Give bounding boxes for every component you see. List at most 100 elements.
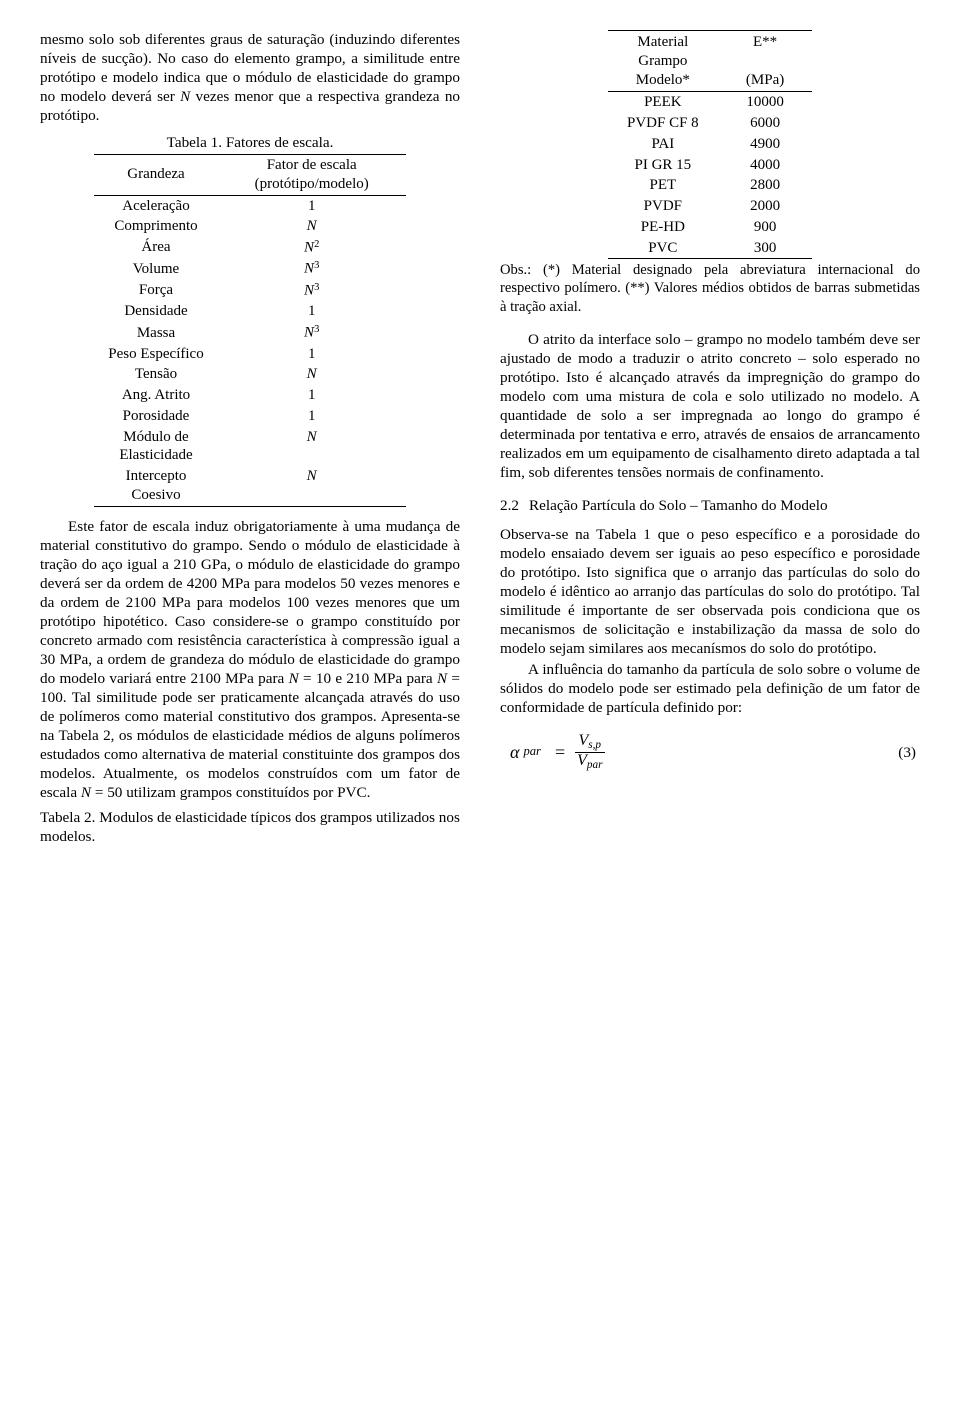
table-row: ÁreaN2 <box>94 237 405 258</box>
cell: Tensão <box>94 364 217 385</box>
table-row: PVC300 <box>608 238 813 259</box>
var: N <box>304 261 314 277</box>
cell: Peso Específico <box>94 344 217 365</box>
t: Elasticidade <box>119 447 192 463</box>
cell: Ang. Atrito <box>94 385 217 406</box>
cell: Densidade <box>94 301 217 322</box>
frac-num: Vs,p <box>575 733 606 753</box>
table-row: ComprimentoN <box>94 216 405 237</box>
table-row: Densidade1 <box>94 301 405 322</box>
table-row: MassaN3 <box>94 322 405 343</box>
body-text: Este fator de escala induz obrigatoriame… <box>40 518 460 687</box>
table-row: Intercepto Coesivo N <box>94 466 405 506</box>
body-text: e 210 MPa para <box>335 670 437 687</box>
table-row: PE-HD900 <box>608 217 813 238</box>
paragraph-body: Observa-se na Tabela 1 que o peso especí… <box>500 525 920 658</box>
v: V <box>577 752 587 769</box>
var-N: N <box>437 670 447 687</box>
cell: 300 <box>718 238 812 259</box>
table-header: Grandeza <box>94 155 217 196</box>
v: V <box>579 732 589 749</box>
cell: Intercepto Coesivo <box>94 466 217 506</box>
table2-caption: Tabela 2. Modulos de elasticidade típico… <box>40 808 460 846</box>
cell: 1 <box>218 406 406 427</box>
var: N <box>304 325 314 341</box>
cell: N3 <box>218 322 406 343</box>
table-2: Material Grampo Modelo* E** (MPa) PEEK10… <box>608 30 813 259</box>
table-row: VolumeN3 <box>94 258 405 279</box>
section-number: 2.2 <box>500 496 519 515</box>
table-header-row: Material Grampo Modelo* E** (MPa) <box>608 31 813 92</box>
cell: 1 <box>218 195 406 216</box>
sub: par <box>587 758 603 770</box>
cell: PVDF <box>608 196 718 217</box>
exp: 3 <box>314 260 319 271</box>
two-column-layout: mesmo solo sob diferentes graus de satur… <box>40 30 920 846</box>
body-text: utilizam grampos constituídos por PVC. <box>126 784 370 801</box>
paragraph-body: O atrito da interface solo – grampo no m… <box>500 330 920 482</box>
cell: N <box>218 216 406 237</box>
table-header: Fator de escala (protótipo/modelo) <box>218 155 406 196</box>
table-row: PVDF CF 86000 <box>608 113 813 134</box>
exp: 2 <box>314 239 319 250</box>
table-header: Material Grampo Modelo* <box>608 31 718 92</box>
eq-text: = 50 <box>91 784 126 801</box>
fraction: Vs,p Vpar <box>573 733 606 771</box>
t: Intercepto <box>126 468 187 484</box>
cell: N <box>218 364 406 385</box>
left-column: mesmo solo sob diferentes graus de satur… <box>40 30 460 846</box>
t: Grampo <box>638 53 687 69</box>
cell: 1 <box>218 385 406 406</box>
cell: PI GR 15 <box>608 155 718 176</box>
cell: PEEK <box>608 92 718 113</box>
cell: 900 <box>718 217 812 238</box>
var-N: N <box>81 784 91 801</box>
exp: 3 <box>314 282 319 293</box>
cell: Volume <box>94 258 217 279</box>
paragraph-intro: mesmo solo sob diferentes graus de satur… <box>40 30 460 125</box>
cell: Área <box>94 237 217 258</box>
t: Coesivo <box>131 487 180 503</box>
cell: Comprimento <box>94 216 217 237</box>
cell: N3 <box>218 258 406 279</box>
frac-den: Vpar <box>573 753 606 772</box>
cell: N2 <box>218 237 406 258</box>
cell: N <box>218 466 406 506</box>
cell: 1 <box>218 301 406 322</box>
cell: 4000 <box>718 155 812 176</box>
cell: 10000 <box>718 92 812 113</box>
table-row: PI GR 154000 <box>608 155 813 176</box>
cell: Força <box>94 280 217 301</box>
sub: s,p <box>588 739 601 751</box>
cell: 4900 <box>718 134 812 155</box>
table-row: Peso Específico1 <box>94 344 405 365</box>
cell: Módulo deElasticidade <box>94 427 217 467</box>
cell: Massa <box>94 322 217 343</box>
cell: N <box>218 427 406 467</box>
equation-number: (3) <box>898 743 920 762</box>
t: Material <box>637 34 688 50</box>
equation-row: αpar = Vs,p Vpar (3) <box>500 733 920 771</box>
var: N <box>304 240 314 256</box>
var-N: N <box>289 670 299 687</box>
cell: N3 <box>218 280 406 301</box>
table-row: Módulo deElasticidadeN <box>94 427 405 467</box>
t: E** <box>753 34 777 50</box>
t: (MPa) <box>746 72 784 88</box>
table-row: PAI4900 <box>608 134 813 155</box>
cell: Porosidade <box>94 406 217 427</box>
table-row: TensãoN <box>94 364 405 385</box>
exp: 3 <box>314 324 319 335</box>
section-title: Relação Partícula do Solo – Tamanho do M… <box>529 496 920 515</box>
eq-text: = 10 <box>299 670 336 687</box>
table-row: PEEK10000 <box>608 92 813 113</box>
table-row: PET2800 <box>608 175 813 196</box>
paragraph-body: Este fator de escala induz obrigatoriame… <box>40 517 460 802</box>
table2-footnote: Obs.: (*) Material designado pela abrevi… <box>500 261 920 316</box>
table-row: ForçaN3 <box>94 280 405 301</box>
t: Modelo* <box>636 72 690 88</box>
cell: PE-HD <box>608 217 718 238</box>
table-1: Grandeza Fator de escala (protótipo/mode… <box>94 154 405 507</box>
cell: 1 <box>218 344 406 365</box>
cell: PAI <box>608 134 718 155</box>
